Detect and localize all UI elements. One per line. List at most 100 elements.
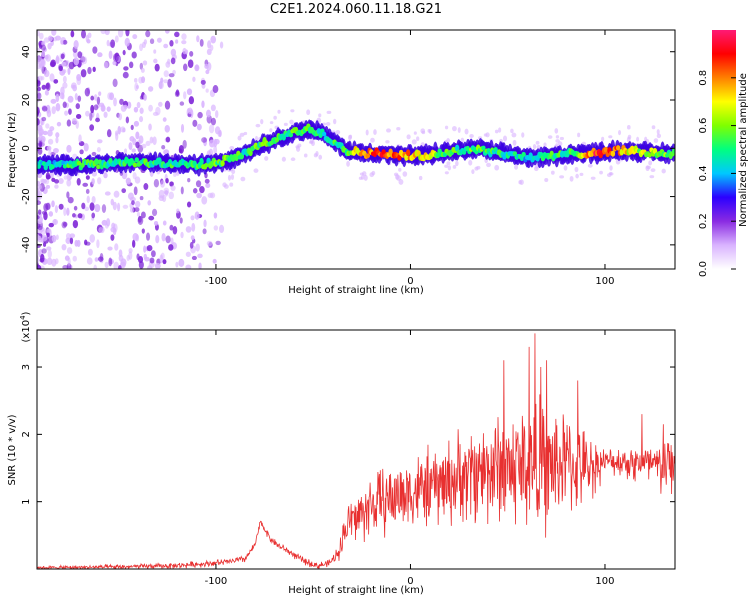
noise-blob: [51, 234, 57, 243]
noise-blob: [137, 215, 142, 223]
ridge-cell: [435, 152, 441, 159]
noise-blob: [498, 127, 502, 133]
noise-blob: [627, 124, 631, 130]
noise-blob: [46, 145, 52, 151]
noise-blob: [114, 35, 119, 43]
noise-blob: [94, 257, 99, 262]
noise-blob: [219, 41, 224, 49]
noise-blob: [213, 212, 218, 219]
noise-blob: [45, 174, 51, 180]
noise-blob: [143, 39, 148, 45]
spectrogram-x-tick-label: 100: [595, 276, 614, 287]
noise-blob: [37, 184, 42, 190]
ridge-cell: [665, 153, 670, 158]
noise-blob: [318, 113, 322, 118]
noise-blob: [53, 218, 57, 226]
noise-blob: [255, 123, 261, 128]
noise-blob: [53, 147, 59, 154]
noise-blob: [87, 248, 93, 256]
snr-layer: [37, 333, 675, 569]
noise-blob: [45, 184, 51, 189]
noise-blob: [205, 182, 211, 189]
noise-blob: [66, 144, 72, 153]
noise-blob: [370, 137, 375, 143]
noise-blob: [148, 215, 155, 221]
noise-blob: [444, 125, 449, 130]
noise-blob: [140, 211, 146, 219]
noise-blob: [89, 202, 95, 211]
noise-blob: [96, 239, 100, 249]
noise-blob: [494, 164, 500, 171]
noise-blob: [117, 125, 121, 135]
noise-blob: [158, 189, 165, 199]
noise-blob: [420, 128, 426, 134]
noise-blob: [151, 250, 156, 258]
noise-blob: [46, 109, 52, 118]
noise-blob: [55, 132, 60, 138]
noise-blob: [96, 139, 103, 144]
noise-blob: [101, 219, 108, 226]
noise-blob: [37, 56, 42, 64]
noise-blob: [110, 234, 115, 241]
noise-blob: [67, 95, 74, 103]
noise-blob: [93, 264, 98, 269]
noise-blob: [145, 140, 151, 147]
noise-blob: [92, 66, 96, 73]
colorbar-tick-label: 0.4: [698, 165, 709, 181]
noise-blob: [70, 30, 75, 38]
noise-blob: [99, 253, 104, 261]
noise-blob: [446, 161, 451, 166]
noise-blob: [47, 35, 53, 42]
noise-blob: [133, 186, 138, 196]
noise-blob: [203, 219, 207, 228]
noise-blob: [359, 172, 364, 176]
noise-blob: [37, 255, 40, 265]
noise-blob: [75, 103, 80, 110]
noise-blob: [98, 91, 102, 96]
noise-blob: [208, 124, 215, 134]
colorbar-tick-label: 0.2: [698, 213, 709, 229]
noise-blob: [536, 144, 541, 149]
ridge-cell: [318, 132, 323, 138]
noise-blob: [205, 88, 209, 93]
noise-blob: [37, 75, 43, 81]
noise-blob: [138, 76, 144, 84]
snr-x-tick-label: -100: [205, 576, 228, 587]
noise-blob: [162, 117, 167, 122]
noise-blob: [162, 220, 167, 226]
noise-blob: [398, 178, 404, 185]
noise-blob: [189, 51, 194, 57]
noise-blob: [201, 100, 205, 108]
noise-blob: [56, 121, 62, 127]
noise-blob: [212, 85, 219, 94]
noise-blob: [318, 154, 323, 160]
noise-blob: [40, 44, 46, 51]
noise-blob: [168, 244, 174, 251]
noise-blob: [103, 61, 109, 69]
snr-frame: [36, 329, 676, 570]
noise-blob: [114, 243, 119, 251]
noise-blob: [169, 39, 174, 47]
noise-blob: [76, 74, 82, 81]
noise-blob: [559, 136, 564, 141]
noise-blob: [37, 215, 40, 220]
noise-blob: [93, 104, 99, 111]
noise-blob: [289, 119, 294, 125]
noise-blob: [125, 30, 130, 37]
snr-x-tick-label: 100: [595, 576, 614, 587]
noise-blob: [153, 179, 160, 188]
noise-blob: [264, 156, 269, 161]
noise-blob: [213, 225, 219, 231]
noise-blob: [277, 109, 281, 114]
noise-blob: [134, 82, 139, 92]
noise-blob: [82, 182, 89, 187]
noise-blob: [62, 39, 68, 45]
noise-blob: [521, 132, 525, 138]
noise-blob: [37, 225, 43, 231]
colorbar: 0.0 0.2 0.4 0.6 0.8 Normalized spectral ampl…: [698, 30, 749, 277]
noise-blob: [45, 82, 50, 90]
snr-panel: -100 0 100 1 2 3 Height of straight line (km)…: [7, 311, 676, 596]
noise-blob: [62, 82, 68, 89]
noise-blob: [132, 239, 136, 248]
noise-blob: [601, 136, 605, 142]
